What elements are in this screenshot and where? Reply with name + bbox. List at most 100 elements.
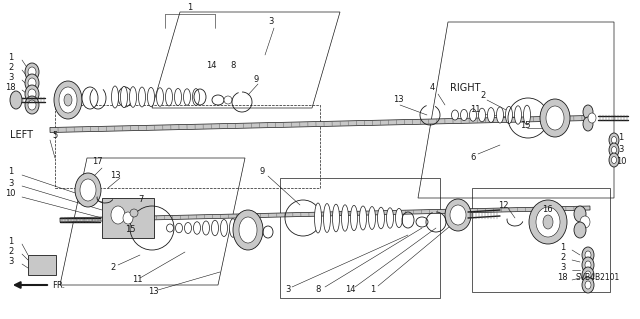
Text: 8: 8 <box>230 61 236 70</box>
Ellipse shape <box>28 100 36 110</box>
Ellipse shape <box>157 88 163 106</box>
Text: 3: 3 <box>560 263 565 272</box>
Ellipse shape <box>221 219 227 236</box>
Ellipse shape <box>323 204 330 233</box>
Ellipse shape <box>138 87 145 107</box>
Text: FR.: FR. <box>52 280 65 290</box>
Ellipse shape <box>166 88 173 106</box>
Text: 9: 9 <box>260 167 265 176</box>
Ellipse shape <box>585 251 591 259</box>
Ellipse shape <box>80 179 96 201</box>
Ellipse shape <box>239 217 257 243</box>
Ellipse shape <box>75 173 101 207</box>
Ellipse shape <box>82 87 98 109</box>
Text: 1: 1 <box>8 54 13 63</box>
Ellipse shape <box>611 157 616 164</box>
Ellipse shape <box>120 86 127 108</box>
Ellipse shape <box>609 143 619 157</box>
Text: 3: 3 <box>268 18 273 26</box>
Ellipse shape <box>333 204 339 232</box>
Ellipse shape <box>369 207 376 229</box>
Ellipse shape <box>451 110 458 120</box>
Ellipse shape <box>378 207 385 229</box>
Ellipse shape <box>28 67 36 77</box>
Ellipse shape <box>540 99 570 137</box>
Ellipse shape <box>387 208 394 228</box>
Ellipse shape <box>25 74 39 92</box>
Ellipse shape <box>585 281 591 289</box>
Text: 2: 2 <box>560 254 565 263</box>
Text: 1: 1 <box>618 133 623 143</box>
Ellipse shape <box>129 87 136 107</box>
Ellipse shape <box>396 208 403 227</box>
Text: 3: 3 <box>285 286 291 294</box>
Ellipse shape <box>515 106 522 124</box>
Ellipse shape <box>582 267 594 283</box>
Ellipse shape <box>450 205 466 225</box>
Text: 2: 2 <box>8 63 13 72</box>
Ellipse shape <box>28 78 36 88</box>
Ellipse shape <box>28 89 36 99</box>
Text: 1: 1 <box>8 238 13 247</box>
Ellipse shape <box>111 86 118 108</box>
Polygon shape <box>60 206 590 222</box>
Ellipse shape <box>25 63 39 81</box>
Ellipse shape <box>211 220 218 236</box>
Ellipse shape <box>130 209 138 217</box>
Text: LEFT: LEFT <box>10 130 33 140</box>
Text: 1: 1 <box>188 4 193 12</box>
Text: SVB4B2101: SVB4B2101 <box>575 273 620 283</box>
Text: 15: 15 <box>125 226 136 234</box>
Text: 10: 10 <box>5 189 15 198</box>
Ellipse shape <box>583 105 593 119</box>
Text: 14: 14 <box>345 286 355 294</box>
Ellipse shape <box>574 206 586 222</box>
Ellipse shape <box>543 215 553 229</box>
Ellipse shape <box>25 96 39 114</box>
Ellipse shape <box>166 224 173 232</box>
Ellipse shape <box>461 109 467 121</box>
Ellipse shape <box>497 107 504 123</box>
Ellipse shape <box>609 153 619 167</box>
Text: 3: 3 <box>618 145 623 154</box>
Ellipse shape <box>360 206 367 230</box>
Ellipse shape <box>202 221 209 235</box>
Text: 11: 11 <box>132 276 143 285</box>
Text: 9: 9 <box>253 76 259 85</box>
Ellipse shape <box>175 88 182 106</box>
Ellipse shape <box>609 133 619 147</box>
Ellipse shape <box>574 222 586 238</box>
Ellipse shape <box>611 137 616 144</box>
Ellipse shape <box>193 222 200 234</box>
Bar <box>28 255 56 275</box>
Ellipse shape <box>536 207 560 237</box>
Ellipse shape <box>175 223 182 233</box>
Ellipse shape <box>416 217 428 227</box>
Text: 11: 11 <box>470 106 481 115</box>
Ellipse shape <box>529 200 567 244</box>
Ellipse shape <box>64 94 72 106</box>
Text: 6: 6 <box>470 153 476 162</box>
Text: 3: 3 <box>8 179 13 188</box>
Text: 1: 1 <box>370 286 375 294</box>
Ellipse shape <box>588 113 596 123</box>
Ellipse shape <box>580 216 590 228</box>
Text: 16: 16 <box>542 205 552 214</box>
Text: 3: 3 <box>8 73 13 83</box>
Text: 17: 17 <box>92 158 102 167</box>
Bar <box>102 198 154 238</box>
Polygon shape <box>50 115 590 132</box>
Ellipse shape <box>582 247 594 263</box>
Ellipse shape <box>582 257 594 273</box>
Text: 1: 1 <box>560 243 565 253</box>
Ellipse shape <box>193 89 200 105</box>
Text: 18: 18 <box>557 273 568 283</box>
Text: 14: 14 <box>206 61 216 70</box>
Ellipse shape <box>583 117 593 131</box>
Text: 1: 1 <box>8 167 13 176</box>
Ellipse shape <box>233 210 263 250</box>
Ellipse shape <box>479 108 486 122</box>
Ellipse shape <box>111 206 125 224</box>
Ellipse shape <box>224 96 232 104</box>
Ellipse shape <box>59 87 77 113</box>
